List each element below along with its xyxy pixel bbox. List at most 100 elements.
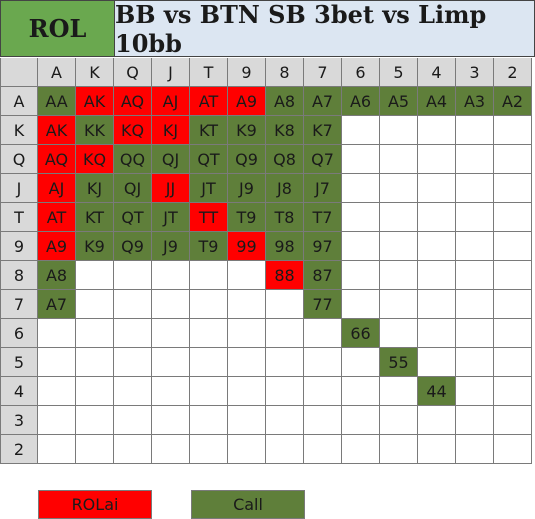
column-header: 8	[266, 58, 304, 87]
hand-cell	[342, 174, 380, 203]
hand-cell: 55	[380, 348, 418, 377]
hand-cell	[380, 261, 418, 290]
hand-cell	[380, 290, 418, 319]
hand-cell: KQ	[114, 116, 152, 145]
hand-cell	[342, 261, 380, 290]
hand-cell: T9	[190, 232, 228, 261]
row-header: Q	[0, 145, 38, 174]
hand-cell	[494, 261, 532, 290]
hand-cell	[304, 319, 342, 348]
hand-cell: AK	[76, 87, 114, 116]
hand-cell	[114, 261, 152, 290]
hand-cell	[494, 145, 532, 174]
hand-cell	[456, 319, 494, 348]
hand-cell	[38, 377, 76, 406]
hand-cell: J8	[266, 174, 304, 203]
hand-cell	[266, 290, 304, 319]
hand-cell	[76, 261, 114, 290]
hand-cell	[494, 348, 532, 377]
hand-cell	[494, 406, 532, 435]
hand-cell	[342, 377, 380, 406]
hand-cell: 97	[304, 232, 342, 261]
column-header: Q	[114, 58, 152, 87]
hand-cell	[266, 377, 304, 406]
hand-cell: Q7	[304, 145, 342, 174]
hand-cell	[380, 406, 418, 435]
column-header: 4	[418, 58, 456, 87]
hand-cell: A7	[304, 87, 342, 116]
hand-cell	[456, 290, 494, 319]
hand-cell	[190, 290, 228, 319]
row-header: 4	[0, 377, 38, 406]
hand-cell	[228, 348, 266, 377]
hand-cell: AT	[38, 203, 76, 232]
hand-cell: 44	[418, 377, 456, 406]
hand-cell	[380, 319, 418, 348]
hand-cell	[494, 116, 532, 145]
hand-cell	[76, 406, 114, 435]
hand-cell	[456, 116, 494, 145]
hand-cell: 87	[304, 261, 342, 290]
hand-cell	[190, 319, 228, 348]
hand-cell	[76, 377, 114, 406]
hand-cell	[38, 348, 76, 377]
hand-cell	[228, 261, 266, 290]
column-header: K	[76, 58, 114, 87]
row-header: 7	[0, 290, 38, 319]
hand-cell	[114, 377, 152, 406]
hand-cell: KT	[190, 116, 228, 145]
hand-cell	[76, 290, 114, 319]
hand-cell	[228, 290, 266, 319]
column-header: 2	[494, 58, 532, 87]
hand-cell: KT	[76, 203, 114, 232]
row-header: 6	[0, 319, 38, 348]
hand-cell	[418, 203, 456, 232]
hand-cell: K7	[304, 116, 342, 145]
column-header: 6	[342, 58, 380, 87]
hand-cell: A6	[342, 87, 380, 116]
hand-cell: QJ	[114, 174, 152, 203]
hand-cell	[266, 406, 304, 435]
hand-cell	[114, 290, 152, 319]
hand-cell	[190, 377, 228, 406]
hand-cell: KJ	[76, 174, 114, 203]
hand-cell: Q9	[228, 145, 266, 174]
hand-cell	[190, 348, 228, 377]
column-header: T	[190, 58, 228, 87]
row-header: 3	[0, 406, 38, 435]
hand-cell	[190, 261, 228, 290]
hand-cell	[266, 348, 304, 377]
hand-cell	[456, 232, 494, 261]
hand-cell	[456, 261, 494, 290]
hand-cell	[418, 116, 456, 145]
hand-cell: AJ	[38, 174, 76, 203]
column-header: 3	[456, 58, 494, 87]
hand-cell	[342, 145, 380, 174]
hand-cell	[152, 261, 190, 290]
hand-cell	[152, 435, 190, 464]
row-header: 5	[0, 348, 38, 377]
legend-item-rol: ROLai	[38, 490, 152, 519]
hand-cell	[228, 377, 266, 406]
hand-cell	[76, 348, 114, 377]
hand-cell	[38, 435, 76, 464]
hand-cell: A7	[38, 290, 76, 319]
hand-cell	[114, 319, 152, 348]
hand-cell	[152, 319, 190, 348]
hand-cell: QQ	[114, 145, 152, 174]
hand-cell	[380, 377, 418, 406]
hand-cell: Q8	[266, 145, 304, 174]
hand-cell	[228, 406, 266, 435]
hand-cell	[418, 174, 456, 203]
hand-cell	[114, 435, 152, 464]
hand-cell	[456, 435, 494, 464]
hand-cell	[38, 406, 76, 435]
hand-cell	[114, 348, 152, 377]
hand-cell	[342, 203, 380, 232]
hand-cell	[456, 377, 494, 406]
hand-cell: TT	[190, 203, 228, 232]
hand-cell	[304, 348, 342, 377]
hand-cell: 66	[342, 319, 380, 348]
hand-cell: A5	[380, 87, 418, 116]
hand-cell	[456, 348, 494, 377]
